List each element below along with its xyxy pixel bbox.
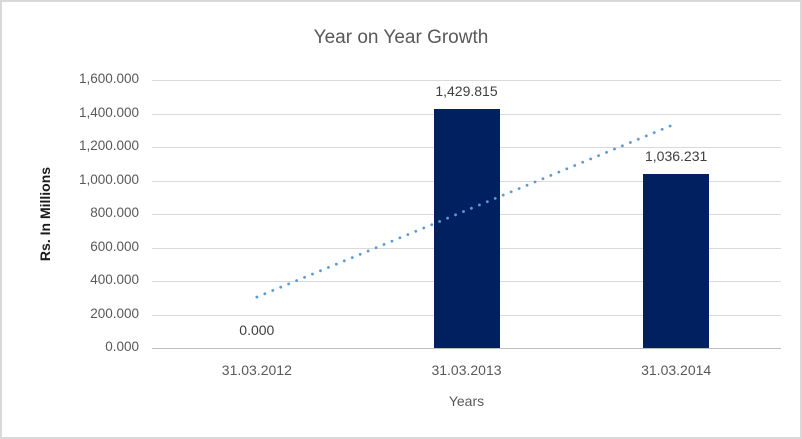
data-label: 0.000 bbox=[239, 322, 275, 338]
y-tick-label: 400.000 bbox=[90, 272, 139, 287]
x-axis-line bbox=[152, 348, 781, 349]
gridline bbox=[152, 80, 781, 81]
x-tick-label: 31.03.2013 bbox=[431, 362, 502, 378]
y-tick-label: 0.000 bbox=[105, 339, 139, 354]
bar-31.03.2014 bbox=[643, 174, 710, 348]
y-tick-label: 600.000 bbox=[90, 238, 139, 254]
y-tick-label: 1,200.000 bbox=[78, 138, 139, 153]
x-tick-label: 31.03.2014 bbox=[641, 362, 712, 378]
y-tick-label: 1,400.000 bbox=[78, 104, 139, 120]
y-tick-label: 200.000 bbox=[90, 305, 139, 321]
x-axis-title: Years bbox=[448, 393, 485, 409]
y-tick-label: 1,600.000 bbox=[78, 71, 139, 86]
y-tick-label: 800.000 bbox=[90, 205, 139, 220]
x-tick-label: 31.03.2012 bbox=[221, 362, 292, 378]
y-tick-label: 1,000.000 bbox=[78, 171, 139, 187]
chart-title: Year on Year Growth bbox=[313, 27, 489, 48]
data-label: 1,036.231 bbox=[645, 148, 708, 165]
data-label: 1,429.815 bbox=[435, 82, 498, 99]
bar-31.03.2013 bbox=[433, 108, 500, 348]
